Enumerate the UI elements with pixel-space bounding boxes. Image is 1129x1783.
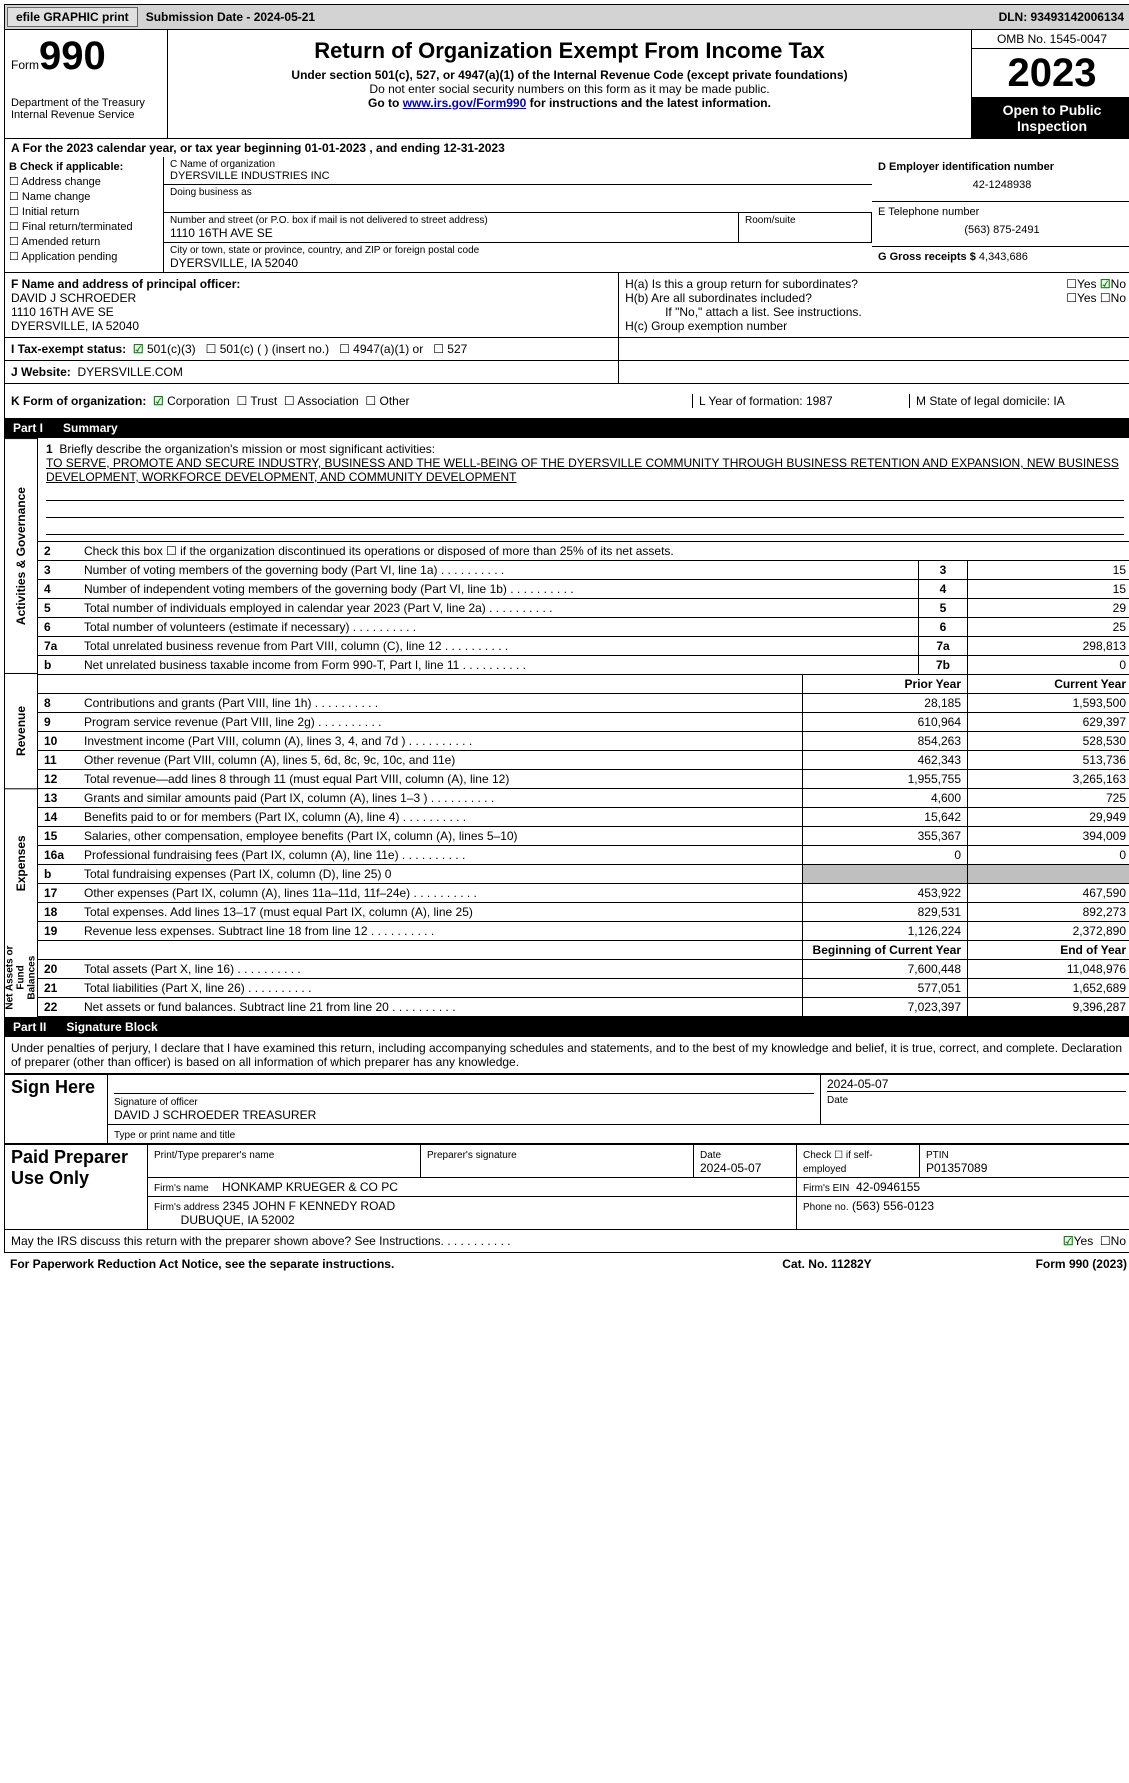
room-suite: Room/suite <box>739 213 872 243</box>
goto-line: Go to www.irs.gov/Form990 for instructio… <box>178 96 961 110</box>
tab-revenue: Revenue <box>5 673 37 788</box>
city-value: DYERSVILLE, IA 52040 <box>170 256 866 270</box>
box-c: C Name of organization DYERSVILLE INDUST… <box>164 157 872 272</box>
sign-here-label: Sign Here <box>5 1075 108 1144</box>
revenue-table: Prior YearCurrent Year 8Contributions an… <box>38 675 1129 789</box>
tax-year: 2023 <box>972 49 1129 98</box>
gross-label: G Gross receipts $ <box>878 251 976 263</box>
hb-note: If "No," attach a list. See instructions… <box>625 305 1126 319</box>
form-header: Form990 Department of the Treasury Inter… <box>4 30 1129 139</box>
chk-name-change[interactable]: Name change <box>9 190 159 203</box>
firm-name: HONKAMP KRUEGER & CO PC <box>222 1180 398 1194</box>
paid-preparer-label: Paid Preparer Use Only <box>5 1145 148 1230</box>
website-value: DYERSVILLE.COM <box>77 365 182 379</box>
firm-phone: (563) 556-0123 <box>852 1199 934 1213</box>
department-label: Department of the Treasury Internal Reve… <box>11 97 161 121</box>
phone-label: E Telephone number <box>878 206 1126 218</box>
part-i-header: Part I Summary <box>4 419 1129 438</box>
form-label: Form <box>11 58 39 72</box>
section-bcd: B Check if applicable: Address change Na… <box>4 157 1129 273</box>
city-label: City or town, state or province, country… <box>170 245 866 256</box>
governance-table: 2Check this box ☐ if the organization di… <box>38 542 1129 675</box>
year-formation: L Year of formation: 1987 <box>692 394 909 408</box>
sign-here-table: Sign Here Signature of officerDAVID J SC… <box>4 1074 1129 1144</box>
street-value: 1110 16TH AVE SE <box>170 226 732 240</box>
form-subtitle: Under section 501(c), 527, or 4947(a)(1)… <box>178 68 961 82</box>
tab-expenses: Expenses <box>5 788 37 938</box>
dba-label: Doing business as <box>170 187 866 198</box>
ssn-note: Do not enter social security numbers on … <box>178 82 961 96</box>
box-b: B Check if applicable: Address change Na… <box>5 157 164 272</box>
expenses-table: 13Grants and similar amounts paid (Part … <box>38 789 1129 941</box>
catalog-number: Cat. No. 11282Y <box>727 1257 927 1271</box>
gross-value: 4,343,686 <box>979 251 1028 263</box>
line-a-period: A For the 2023 calendar year, or tax yea… <box>4 139 1129 157</box>
perjury-statement: Under penalties of perjury, I declare th… <box>4 1037 1129 1074</box>
chk-address-change[interactable]: Address change <box>9 175 159 188</box>
irs-link[interactable]: www.irs.gov/Form990 <box>403 96 527 110</box>
efile-print-button[interactable]: efile GRAPHIC print <box>7 7 138 27</box>
org-name: DYERSVILLE INDUSTRIES INC <box>170 170 866 182</box>
officer-name: DAVID J SCHROEDER <box>11 291 612 305</box>
sign-date: 2024-05-07 <box>827 1077 888 1091</box>
firm-ein: 42-0946155 <box>856 1180 920 1194</box>
box-d: D Employer identification number 42-1248… <box>872 157 1129 272</box>
website-label: J Website: <box>11 365 71 379</box>
tax-exempt-label: I Tax-exempt status: <box>11 342 126 356</box>
state-domicile: M State of legal domicile: IA <box>909 394 1126 408</box>
vertical-tabs: Activities & Governance Revenue Expenses… <box>5 438 38 1017</box>
row-k: K Form of organization: ☑ Corporation ☐ … <box>4 384 1129 419</box>
officer-street: 1110 16TH AVE SE <box>11 305 612 319</box>
form-footer-label: Form 990 (2023) <box>927 1257 1127 1271</box>
paid-preparer-table: Paid Preparer Use Only Print/Type prepar… <box>4 1144 1129 1230</box>
submission-date: Submission Date - 2024-05-21 <box>146 10 315 24</box>
phone-value: (563) 875-2491 <box>878 218 1126 242</box>
box-b-label: B Check if applicable: <box>9 161 159 173</box>
row-j: J Website: DYERSVILLE.COM <box>4 361 1129 384</box>
chk-initial-return[interactable]: Initial return <box>9 205 159 218</box>
ein-label: D Employer identification number <box>878 161 1126 173</box>
form-of-org-label: K Form of organization: <box>11 394 146 408</box>
top-bar: efile GRAPHIC print Submission Date - 20… <box>4 4 1129 30</box>
omb-number: OMB No. 1545-0047 <box>972 30 1129 49</box>
street-label: Number and street (or P.O. box if mail i… <box>170 215 732 226</box>
open-to-public: Open to Public Inspection <box>972 98 1129 138</box>
chk-application-pending[interactable]: Application pending <box>9 250 159 263</box>
org-name-label: C Name of organization <box>170 159 866 170</box>
tab-governance: Activities & Governance <box>5 438 37 673</box>
chk-amended-return[interactable]: Amended return <box>9 235 159 248</box>
form-title: Return of Organization Exempt From Incom… <box>178 38 961 64</box>
chk-final-return[interactable]: Final return/terminated <box>9 220 159 233</box>
form-number: 990 <box>39 34 106 78</box>
footer: For Paperwork Reduction Act Notice, see … <box>4 1253 1129 1275</box>
officer-signature-name: DAVID J SCHROEDER TREASURER <box>114 1108 316 1122</box>
dln-number: DLN: 93493142006134 <box>999 10 1129 24</box>
part-ii-header: Part II Signature Block <box>4 1018 1129 1037</box>
ha-label: H(a) Is this a group return for subordin… <box>625 277 1066 291</box>
paperwork-notice: For Paperwork Reduction Act Notice, see … <box>10 1257 727 1271</box>
row-i: I Tax-exempt status: ☑ 501(c)(3) ☐ 501(c… <box>4 338 1129 361</box>
mission-text: TO SERVE, PROMOTE AND SECURE INDUSTRY, B… <box>46 456 1119 484</box>
row-f-h: F Name and address of principal officer:… <box>4 273 1129 338</box>
box-f-label: F Name and address of principal officer: <box>11 277 240 291</box>
ptin-value: P01357089 <box>926 1161 987 1175</box>
net-assets-table: Beginning of Current YearEnd of Year 20T… <box>38 941 1129 1017</box>
ein-value: 42-1248938 <box>878 173 1126 197</box>
hc-label: H(c) Group exemption number <box>625 319 1126 333</box>
officer-city: DYERSVILLE, IA 52040 <box>11 319 612 333</box>
discuss-row: May the IRS discuss this return with the… <box>4 1230 1129 1253</box>
hb-label: H(b) Are all subordinates included? <box>625 291 1066 305</box>
question-1: 1 Briefly describe the organization's mi… <box>38 438 1129 542</box>
summary-body: Activities & Governance Revenue Expenses… <box>4 438 1129 1018</box>
tab-net-assets: Net Assets or Fund Balances <box>5 938 37 1017</box>
